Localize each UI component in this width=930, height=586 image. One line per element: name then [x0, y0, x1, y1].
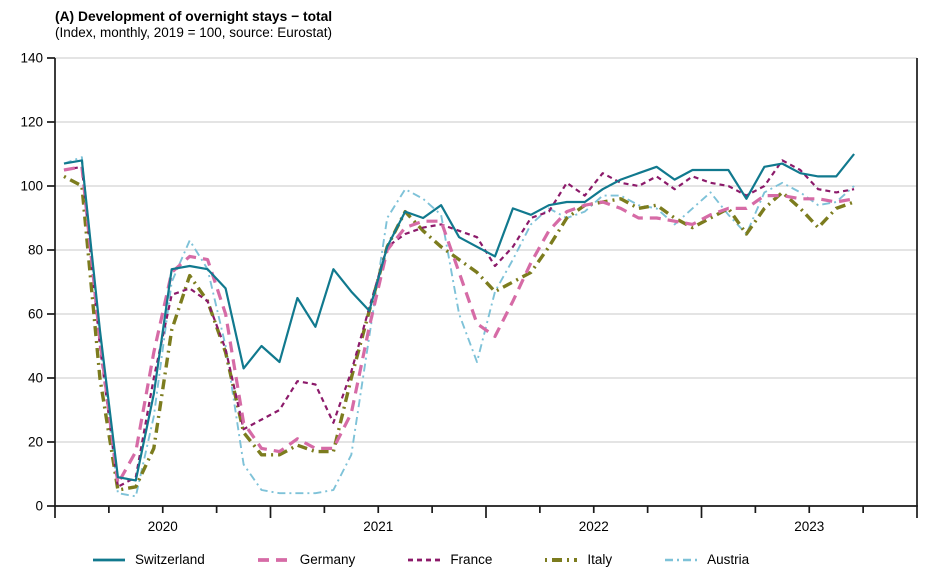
- legend-swatch-switzerland-line-icon: [93, 558, 125, 561]
- x-tick-label-2022: 2022: [579, 519, 609, 534]
- y-tick-label-120: 120: [20, 115, 43, 130]
- chart-subtitle: (Index, monthly, 2019 = 100, source: Eur…: [55, 25, 333, 41]
- legend-item-italy: Italy: [544, 552, 612, 567]
- chart-legend: Switzerland Germany France Italy Austria: [92, 552, 749, 567]
- legend-swatch-italy-line-icon: [545, 557, 578, 562]
- y-tick-label-40: 40: [28, 371, 43, 386]
- legend-item-germany: Germany: [257, 552, 356, 567]
- legend-label-austria: Austria: [707, 552, 750, 567]
- legend-label-france: France: [450, 552, 493, 567]
- series-line-switzerland: [63, 153, 855, 482]
- series-line-austria: [63, 156, 855, 498]
- legend-item-austria: Austria: [664, 552, 749, 567]
- legend-item-france: France: [407, 552, 492, 567]
- series-line-germany: [63, 165, 855, 486]
- x-tick-label-2021: 2021: [363, 519, 393, 534]
- x-tick-label-2020: 2020: [148, 519, 178, 534]
- y-tick-label-20: 20: [28, 435, 43, 450]
- y-tick-label-100: 100: [20, 179, 43, 194]
- x-tick-label-2023: 2023: [794, 519, 824, 534]
- chart-header: (A) Development of overnight stays − tot…: [55, 8, 332, 42]
- series-line-france: [63, 159, 855, 488]
- y-tick-label-140: 140: [20, 51, 43, 66]
- legend-label-italy: Italy: [587, 552, 613, 567]
- legend-label-switzerland: Switzerland: [135, 552, 205, 567]
- chart-title: (A) Development of overnight stays − tot…: [55, 9, 333, 24]
- legend-label-germany: Germany: [299, 552, 356, 567]
- legend-swatch-germany-line-icon: [257, 557, 290, 562]
- legend-swatch-france-line-icon: [408, 558, 441, 561]
- legend-item-switzerland: Switzerland: [92, 552, 205, 567]
- series-line-italy: [63, 174, 855, 492]
- y-tick-label-80: 80: [28, 243, 43, 258]
- legend-swatch-austria-line-icon: [665, 558, 698, 561]
- y-tick-label-0: 0: [35, 499, 43, 514]
- line-chart-plot: 0 20 40 60 80 100 120 140 2020 2021 2022 2023: [20, 51, 918, 534]
- y-tick-label-60: 60: [28, 307, 43, 322]
